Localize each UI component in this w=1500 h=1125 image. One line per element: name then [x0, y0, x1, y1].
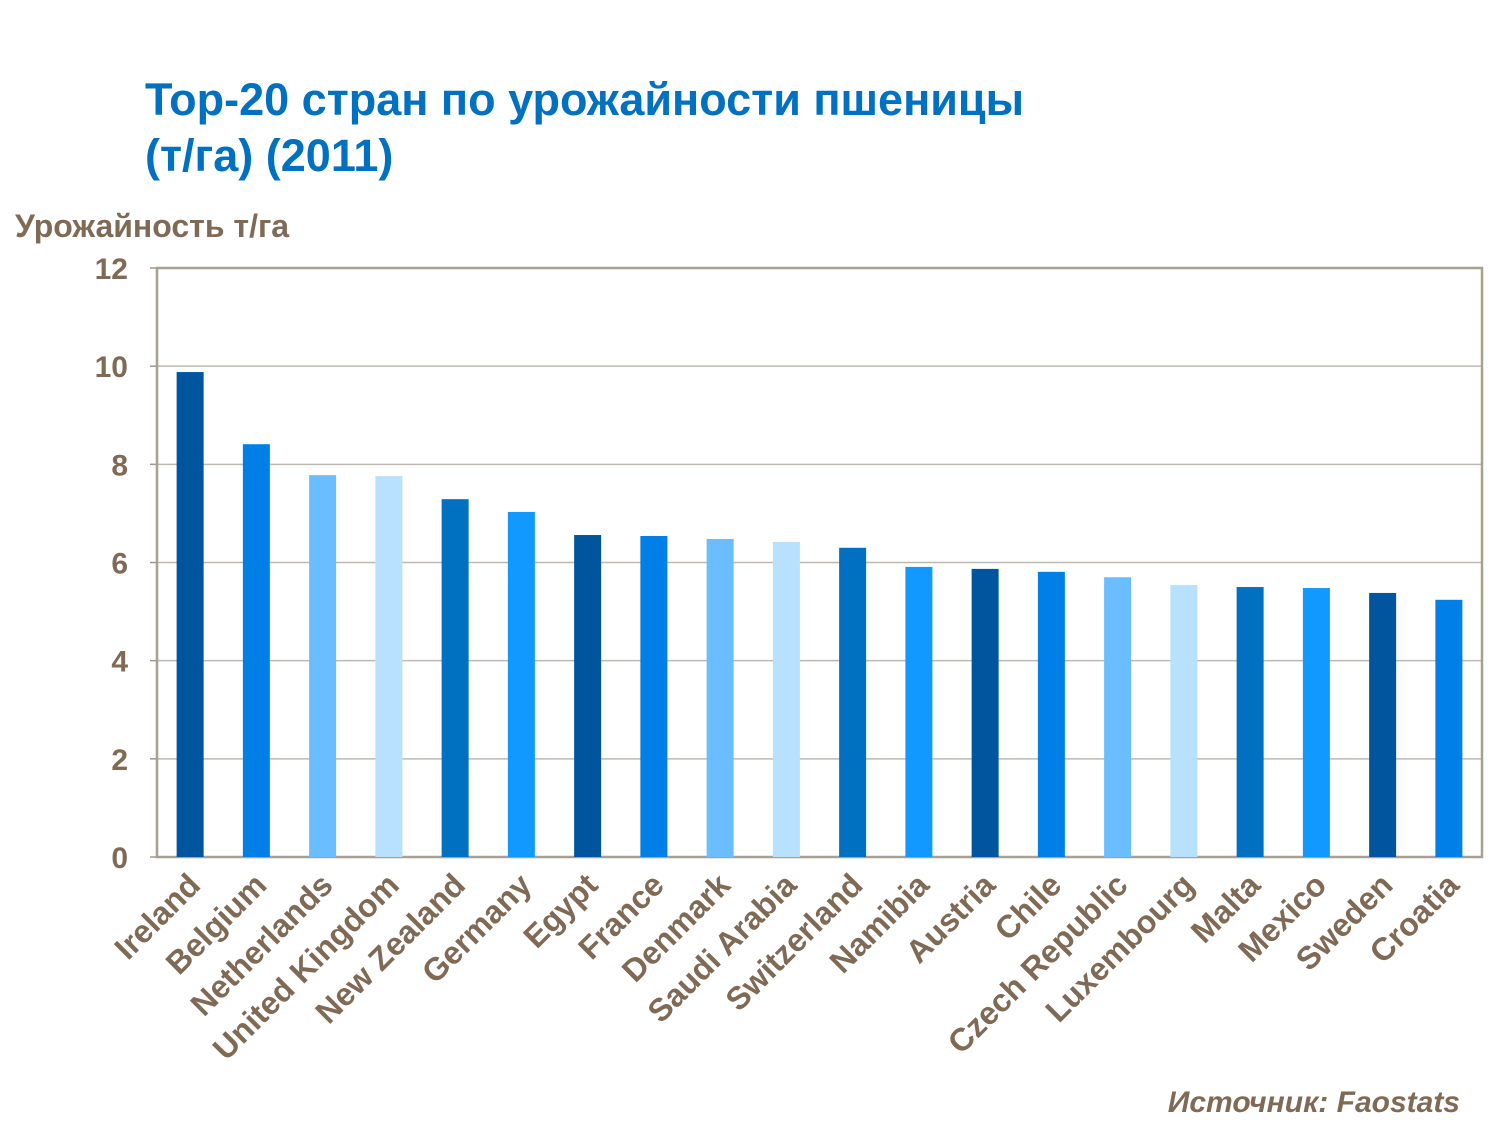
bar-luxembourg	[1170, 585, 1198, 857]
bar-chile	[1037, 571, 1065, 857]
bar-netherlands	[309, 475, 337, 857]
y-tick-label: 10	[95, 351, 128, 384]
chart-title: Top-20 стран по урожайности пшеницы (т/г…	[145, 74, 1025, 181]
bar-saudi-arabia	[772, 541, 800, 857]
bar-mexico	[1302, 588, 1330, 857]
bar-sweden	[1369, 592, 1397, 857]
bar-germany	[507, 511, 535, 857]
bar-ireland	[176, 372, 204, 857]
plot-area-border	[155, 266, 1484, 859]
bar-austria	[971, 568, 999, 857]
y-axis-label: Урожайность т/га	[15, 208, 290, 244]
bar-denmark	[706, 538, 734, 857]
y-tick-label: 6	[111, 548, 128, 581]
y-tick-label: 2	[111, 744, 128, 777]
y-tick-label: 12	[95, 253, 128, 286]
bar-belgium	[242, 444, 270, 857]
bar-new-zealand	[441, 499, 469, 857]
y-tick-label: 0	[111, 842, 128, 875]
bar-united-kingdom	[375, 476, 403, 857]
bar-switzerland	[839, 547, 867, 857]
source-note: Источник: Faostats	[1167, 1086, 1460, 1119]
bar-namibia	[905, 566, 933, 857]
bar-malta	[1236, 587, 1264, 857]
bar-czech-republic	[1104, 577, 1132, 857]
y-tick-label: 4	[111, 646, 128, 679]
y-tick-label: 8	[111, 449, 128, 482]
bar-france	[640, 535, 668, 857]
bar-croatia	[1435, 599, 1463, 857]
bar-egypt	[574, 535, 602, 857]
